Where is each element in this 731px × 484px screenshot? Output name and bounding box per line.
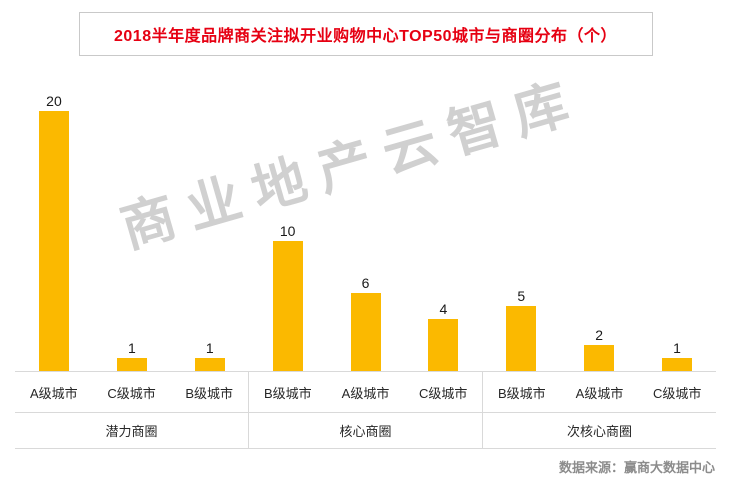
data-source-note: 数据来源：赢商大数据中心 [558,460,715,475]
bar [272,241,303,371]
bar-value-label: 1 [127,340,136,356]
bar-group-potential: 20 1 1 [15,70,249,371]
category-cell-subcore: B级城市 A级城市 C级城市 [482,372,716,412]
category-cell-potential: A级城市 C级城市 B级城市 [15,372,248,412]
bar-group-core: 10 6 4 [249,70,483,371]
bar-column: 5 [482,70,560,371]
category-label: C级城市 [418,385,468,401]
bar [350,293,381,371]
category-label: A级城市 [30,385,78,401]
group-axis: 潜力商圈 核心商圈 次核心商圈 [15,412,716,449]
category-label: C级城市 [652,385,702,401]
bar-value-label: 10 [279,223,296,239]
bar-value-label: 2 [595,327,604,343]
bar-value-label: 5 [517,288,526,304]
bar-value-label: 6 [361,275,370,291]
category-label: B级城市 [185,385,234,401]
bar-value-label: 1 [205,340,214,356]
bar-value-label: 20 [46,93,62,109]
bar-value-label: 1 [673,340,681,356]
category-cell-core: B级城市 A级城市 C级城市 [248,372,482,412]
bar [38,111,69,371]
bar [584,345,615,371]
bar-value-label: 4 [439,301,448,317]
bar [116,358,147,371]
category-label: B级城市 [498,385,546,401]
bar-column: 20 [15,70,93,371]
bar [662,358,693,371]
category-label: B级城市 [264,385,312,401]
chart-title: 2018半年度品牌商关注拟开业购物中心TOP50城市与商圈分布（个） [114,28,617,45]
category-label: A级城市 [575,385,624,401]
bar [194,358,225,371]
bar-column: 1 [171,70,249,371]
bar-column: 2 [560,70,638,371]
bar-group-subcore: 5 2 1 [482,70,716,371]
bar-column: 4 [404,70,482,371]
bar-column: 10 [249,70,327,371]
plot-area: 20 1 1 10 6 [15,70,716,372]
category-label: C级城市 [107,385,156,401]
bar-column: 6 [327,70,405,371]
group-label-subcore: 次核心商圈 [482,413,716,448]
chart-title-box: 2018半年度品牌商关注拟开业购物中心TOP50城市与商圈分布（个） [78,12,653,56]
group-label-potential: 潜力商圈 [105,424,158,439]
category-axis: A级城市 C级城市 B级城市 B级城市 A级城市 C级城市 B级城市 A级城市 … [15,372,716,412]
bar-column: 1 [638,70,716,371]
category-label: A级城市 [341,385,390,401]
bar [428,319,459,371]
bar-column: 1 [93,70,171,371]
bar-chart: 20 1 1 10 6 [15,70,716,449]
bar [506,306,537,371]
group-label-core: 核心商圈 [248,413,482,448]
